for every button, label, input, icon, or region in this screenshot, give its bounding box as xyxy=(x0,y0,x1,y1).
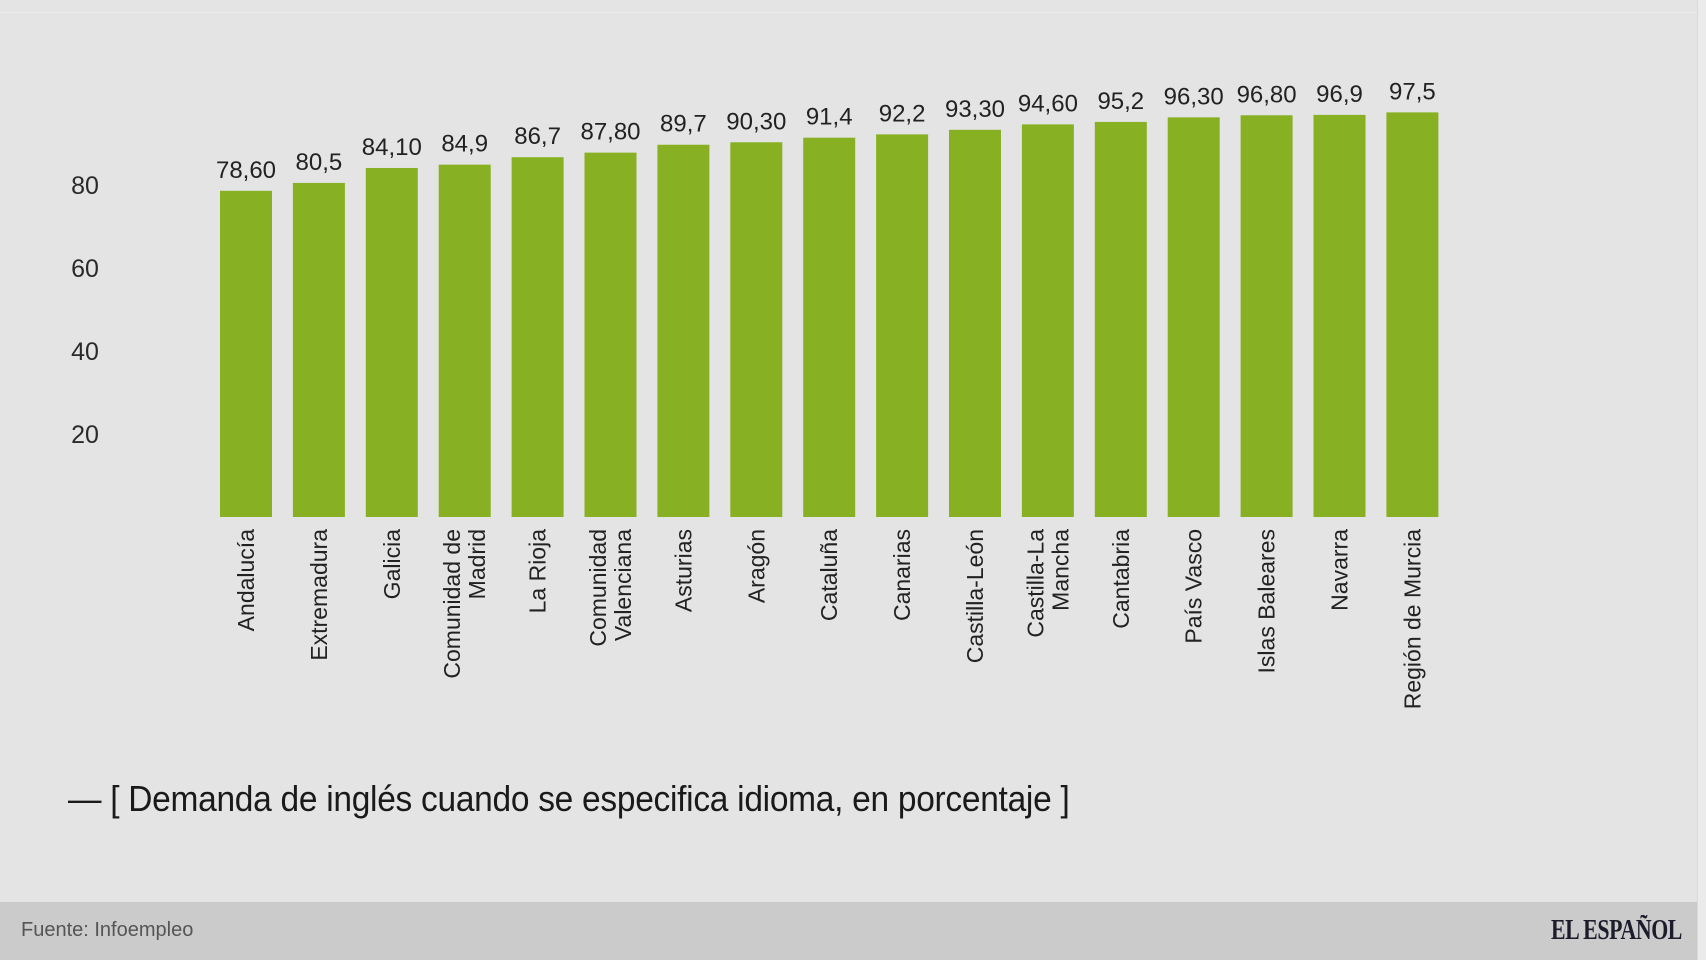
value-label: 97,5 xyxy=(1389,78,1436,105)
category-label: Comunidad xyxy=(585,529,611,647)
y-tick-label: 40 xyxy=(71,338,99,366)
value-label: 84,10 xyxy=(362,134,422,161)
category-label: País Vasco xyxy=(1181,529,1207,644)
chart-title: — [ Demanda de inglés cuando se especifi… xyxy=(68,778,1070,819)
el-espanol-logo: EL ESPAÑOL xyxy=(1550,915,1682,946)
category-label: Extremadura xyxy=(306,529,332,661)
bar xyxy=(803,137,856,517)
bar xyxy=(1094,121,1147,518)
value-label: 90,30 xyxy=(726,108,786,135)
category-label: Andalucía xyxy=(233,529,259,632)
y-tick-label: 80 xyxy=(71,172,99,200)
value-label: 92,2 xyxy=(879,100,926,127)
footer: Fuente: Infoempleo EL ESPAÑOL xyxy=(0,902,1698,960)
value-label: 96,80 xyxy=(1237,81,1297,108)
bar xyxy=(949,129,1001,517)
category-label: Castilla-La xyxy=(1022,529,1048,638)
category-label: Asturias xyxy=(670,529,696,612)
bar xyxy=(657,144,710,517)
y-axis: 20 40 60 80 xyxy=(71,172,99,449)
category-label: Valenciana xyxy=(610,529,636,641)
category-label: Canarias xyxy=(889,529,915,621)
category-label: Galicia xyxy=(379,529,405,600)
value-label: 95,2 xyxy=(1097,88,1144,115)
bar xyxy=(1240,115,1293,517)
bar xyxy=(876,134,929,517)
value-label: 86,7 xyxy=(514,123,561,150)
bar xyxy=(1021,124,1074,517)
category-label: Madrid xyxy=(464,529,490,599)
y-tick-label: 20 xyxy=(71,421,99,449)
category-label: Islas Baleares xyxy=(1254,529,1280,673)
value-label: 78,60 xyxy=(216,157,276,184)
category-label: Aragón xyxy=(743,529,769,603)
bar xyxy=(1167,117,1220,517)
top-divider xyxy=(0,12,1698,13)
bar xyxy=(511,157,564,517)
right-edge-border xyxy=(1697,0,1706,960)
value-label: 93,30 xyxy=(945,96,1005,123)
value-label: 96,30 xyxy=(1164,83,1224,110)
bar xyxy=(365,167,418,518)
category-labels: Andalucía Extremadura Galicia Comunidad de M… xyxy=(233,529,1425,709)
bar xyxy=(1386,112,1439,517)
value-label: 94,60 xyxy=(1018,90,1078,117)
category-label: Castilla-León xyxy=(962,529,988,663)
value-labels: 78,60 80,5 84,10 84,9 86,7 87,80 89,7 90,30 91,4… xyxy=(216,78,1436,183)
source-label: Fuente: Infoempleo xyxy=(21,919,194,941)
bar xyxy=(1313,114,1366,518)
category-label: Navarra xyxy=(1327,529,1353,611)
value-label: 84,9 xyxy=(441,131,488,158)
bar xyxy=(730,142,783,517)
category-label: Cantabria xyxy=(1108,529,1134,629)
bar-chart: 20 40 60 80 78,60 80,5 84,10 84,9 86,7 87,80 89,7… xyxy=(71,78,1439,709)
value-label: 91,4 xyxy=(806,104,853,131)
value-label: 96,9 xyxy=(1316,81,1363,108)
category-label: Comunidad de xyxy=(439,529,465,679)
bars xyxy=(220,112,1439,518)
value-label: 87,80 xyxy=(580,119,640,146)
bar xyxy=(438,164,491,518)
y-tick-label: 60 xyxy=(71,255,99,283)
bar xyxy=(220,190,272,517)
category-label: Cataluña xyxy=(816,529,842,621)
bar xyxy=(292,182,345,518)
category-label: La Rioja xyxy=(525,529,551,614)
category-label: Mancha xyxy=(1047,529,1073,611)
bar xyxy=(584,152,637,517)
value-label: 89,7 xyxy=(660,111,707,138)
category-label: Región de Murcia xyxy=(1399,529,1425,709)
value-label: 80,5 xyxy=(296,149,343,176)
